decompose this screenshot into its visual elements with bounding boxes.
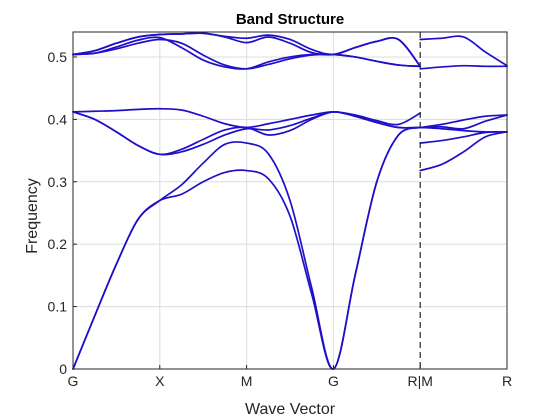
band-16 (419, 35, 508, 67)
band-curves (72, 32, 508, 370)
x-tick-label-4: R|M (407, 373, 432, 389)
band-7 (72, 36, 422, 70)
band-14 (419, 114, 508, 130)
band-9 (72, 32, 422, 68)
band-5 (72, 107, 422, 129)
x-tick-label-1: X (155, 373, 165, 389)
plot-frame (72, 31, 508, 370)
band-10 (419, 131, 508, 172)
x-tick-labels: G X M G R|M R (68, 365, 512, 389)
band-12 (419, 126, 508, 133)
y-axis-label: Frequency (24, 178, 41, 254)
band-13 (419, 114, 508, 129)
x-axis-label: Wave Vector (245, 401, 336, 418)
x-tick-label-3: G (328, 373, 339, 389)
y-tick-label-4: 0.4 (48, 111, 68, 127)
x-tick-label-5: R (502, 373, 512, 389)
y-tick-label-3: 0.3 (48, 174, 68, 190)
y-tick-label-5: 0.5 (48, 49, 68, 65)
x-tick-label-2: M (241, 373, 253, 389)
y-tick-labels: 0 0.1 0.2 0.3 0.4 0.5 (48, 49, 77, 377)
chart-title: Band Structure (236, 11, 344, 28)
band-15 (419, 64, 508, 70)
y-tick-label-1: 0.1 (48, 299, 68, 315)
y-tick-label-2: 0.2 (48, 236, 68, 252)
band-2 (72, 126, 422, 370)
y-tick-label-0: 0 (59, 361, 67, 377)
x-tick-label-0: G (68, 373, 79, 389)
